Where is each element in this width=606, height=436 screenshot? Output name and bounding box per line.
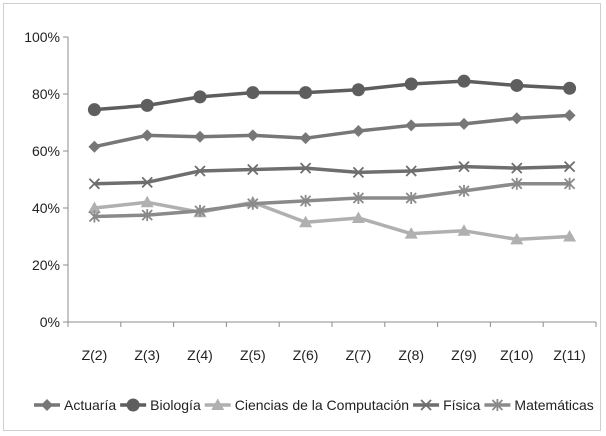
legend-item: Biología [120,397,201,413]
x-tick-label: Z(6) [293,347,319,363]
series-actuaria [88,109,576,153]
legend-label: Física [443,397,481,413]
data-point [511,177,523,190]
x-tick-label: Z(4) [187,347,213,363]
data-point [351,211,365,223]
data-point [563,161,576,173]
x-tick-label: Z(9) [451,347,477,363]
legend-swatch-marker [211,398,225,410]
data-point [247,197,259,210]
line-chart: 0% 20% 40% 60% 80% 100% Z(2) Z(3) Z(4) Z(5) Z(6) Z(… [24,29,597,413]
data-point [299,86,313,100]
legend-item: Física [413,397,481,413]
y-tick-label: 60% [32,143,60,159]
y-tick-label: 20% [32,257,60,273]
data-point [404,77,418,91]
data-point [405,119,418,132]
series-line [94,182,570,219]
legend-label: Actuaría [64,397,116,413]
data-point [88,178,101,190]
x-tick-label: Z(10) [500,347,533,363]
data-point [458,184,470,197]
legend-item: Ciencias de la Computación [204,397,409,413]
data-point [299,132,312,145]
series-line [94,200,570,242]
y-tick-label: 80% [32,86,60,102]
series-matematicas [88,177,576,223]
x-tick-label: Z(7) [346,347,372,363]
series-line [94,113,570,149]
data-point [510,78,524,92]
y-tick-label: 100% [24,29,60,45]
data-point [352,192,365,205]
data-point [405,192,417,205]
data-point [141,176,153,188]
data-point [246,129,259,142]
data-point [141,209,153,222]
data-point [194,165,206,177]
x-tick-label: Z(8) [398,347,424,363]
data-point [141,129,154,142]
data-point [87,103,101,117]
legend-label: Biología [150,397,201,413]
series-line [94,164,570,186]
data-point [352,166,365,179]
data-point [404,227,418,239]
data-point [299,194,312,207]
data-point [563,230,577,242]
x-tick-label: Z(5) [240,347,266,363]
data-point [299,215,313,228]
data-point [193,90,207,104]
data-point [194,130,206,143]
legend-swatch-marker [126,398,140,412]
legend-item: Actuaría [34,397,116,413]
chart-frame: 0% 20% 40% 60% 80% 100% Z(2) Z(3) Z(4) Z(5) Z(6) Z(… [3,3,601,431]
legend-swatch-marker [41,399,53,411]
legend-swatch-marker [491,399,504,411]
legend: Actuaría Biología Ciencias de la Computaci… [34,397,594,413]
data-point [458,117,470,130]
data-point [194,204,206,217]
series-biologia [87,74,577,117]
data-point [246,86,260,100]
data-point [563,109,576,122]
series-fisica [88,161,576,190]
x-tick-label: Z(2) [82,347,108,363]
data-point [458,161,470,173]
x-tick-label: Z(11) [553,347,585,363]
data-point [405,165,417,177]
data-point [88,140,101,153]
legend-swatch-marker [420,399,432,411]
data-point [457,74,471,88]
data-point [563,81,577,95]
legend-label: Ciencias de la Computación [235,397,409,413]
data-point [88,210,101,223]
data-point [352,125,365,138]
y-tick-label: 0% [40,314,60,330]
legend-label: Matemáticas [514,397,593,413]
data-point [87,201,101,213]
data-point [563,177,576,190]
data-point [140,98,154,112]
data-point [510,232,524,245]
y-tick-label: 40% [32,200,60,216]
series-line [94,79,570,112]
data-point [247,163,259,176]
data-point [457,224,471,236]
series-ciencias-de-la-computacion [87,195,577,245]
data-point [351,83,365,97]
data-point [299,162,312,174]
legend-item: Matemáticas [484,397,594,413]
x-tick-label: Z(3) [134,347,160,363]
data-point [510,112,523,125]
data-point [140,195,154,208]
data-point [511,162,523,174]
